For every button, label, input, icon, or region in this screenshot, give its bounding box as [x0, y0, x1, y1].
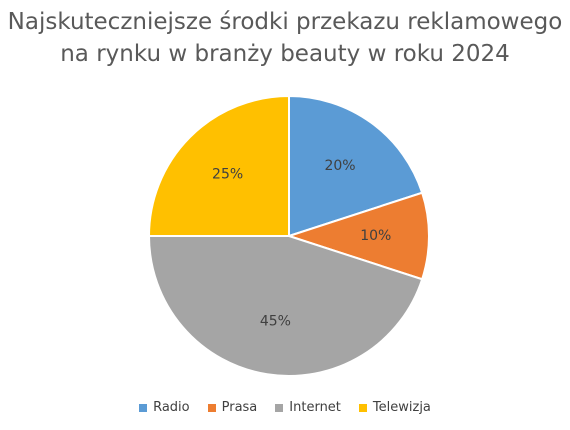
pie-chart: 20% 10% 45% 25%: [147, 94, 430, 377]
pie-slice-telewizja: [147, 94, 290, 237]
data-label-telewizja: 25%: [212, 167, 243, 183]
legend-label-telewizja: Telewizja: [372, 400, 431, 415]
legend-item-internet: Internet: [275, 400, 341, 415]
legend-item-telewizja: Telewizja: [358, 400, 431, 415]
legend-swatch-radio: [139, 403, 148, 412]
pie-slice-radio: [288, 94, 424, 238]
legend-label-radio: Radio: [153, 400, 190, 415]
data-label-prasa: 10%: [360, 228, 391, 244]
pie-slice-prasa: [285, 191, 430, 281]
chart-legend: Radio Prasa Internet Telewizja: [0, 400, 570, 415]
pie-slice-internet: [147, 235, 424, 377]
legend-item-radio: Radio: [139, 400, 190, 415]
chart-title: Najskuteczniejsze środki przekazu reklam…: [0, 6, 570, 70]
chart-title-line-2: na rynku w branży beauty w roku 2024: [60, 41, 510, 67]
legend-label-internet: Internet: [289, 400, 341, 415]
data-label-internet: 45%: [260, 314, 291, 330]
legend-swatch-prasa: [207, 403, 216, 412]
legend-label-prasa: Prasa: [221, 400, 258, 415]
chart-title-line-1: Najskuteczniejsze środki przekazu reklam…: [7, 9, 563, 35]
legend-item-prasa: Prasa: [207, 400, 258, 415]
data-label-radio: 20%: [324, 158, 355, 174]
legend-swatch-internet: [275, 403, 284, 412]
legend-swatch-telewizja: [358, 403, 367, 412]
